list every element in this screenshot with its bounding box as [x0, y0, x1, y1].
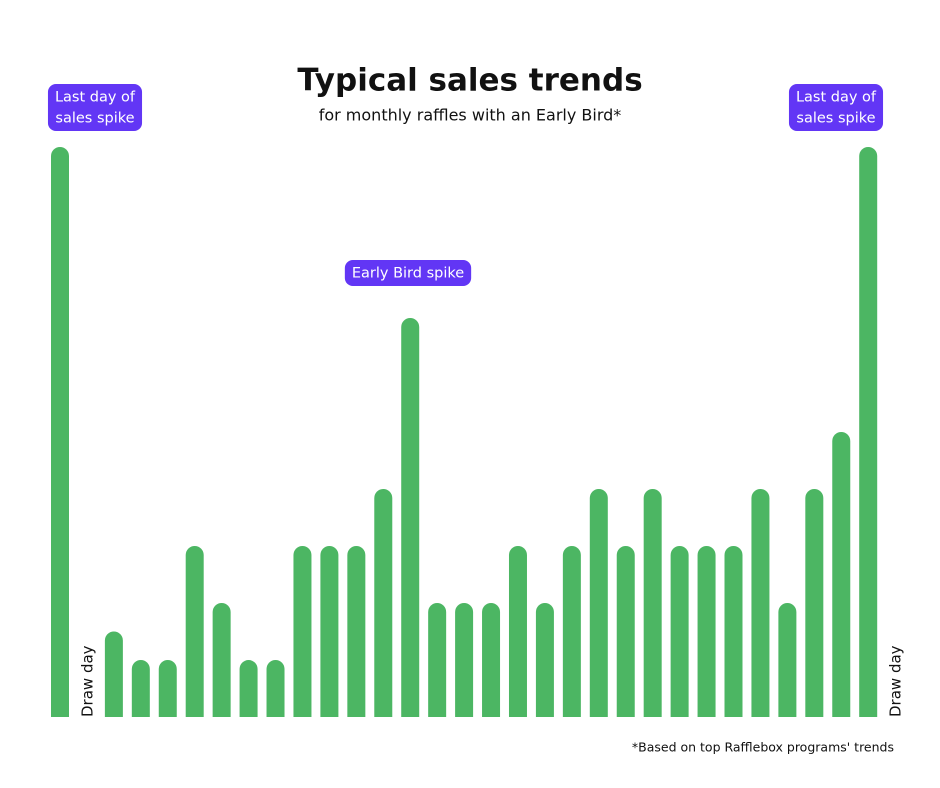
bar	[589, 489, 608, 717]
bar	[51, 147, 69, 717]
annotation-text: sales spike	[55, 111, 134, 127]
bar	[239, 660, 258, 717]
bar	[185, 546, 204, 717]
bar	[697, 546, 716, 717]
bar	[724, 546, 743, 717]
bar	[347, 546, 366, 717]
bar	[535, 603, 554, 717]
bar	[293, 546, 312, 717]
bar	[428, 603, 447, 717]
chart-subtitle: for monthly raffles with an Early Bird*	[319, 106, 622, 125]
bar	[104, 631, 123, 717]
bar	[616, 546, 635, 717]
annotation-box	[344, 260, 472, 286]
annotation-text: sales spike	[796, 111, 875, 127]
annotation-box	[47, 84, 143, 131]
bar	[266, 660, 285, 717]
x-tick-label: Draw day	[887, 645, 905, 717]
bar	[374, 489, 393, 717]
x-tick-label: Draw day	[78, 645, 96, 717]
bar	[643, 489, 662, 717]
bar	[131, 660, 150, 717]
annotation-box	[788, 84, 884, 131]
bar	[320, 546, 339, 717]
bar	[482, 603, 501, 717]
annotation-text: Last day of	[55, 90, 136, 106]
annotation-text: Last day of	[796, 90, 877, 106]
bar	[401, 318, 420, 717]
bar	[562, 546, 581, 717]
bar	[508, 546, 527, 717]
bar	[751, 489, 770, 717]
chart-title: Typical sales trends	[297, 63, 642, 99]
bar	[670, 546, 689, 717]
bar	[158, 660, 177, 717]
annotation-text: Early Bird spike	[352, 266, 464, 282]
bar	[455, 603, 474, 717]
bar	[859, 147, 878, 717]
bar	[832, 432, 851, 717]
bar	[805, 489, 824, 717]
footnote: *Based on top Rafflebox programs' trends	[632, 740, 894, 755]
bar	[212, 603, 231, 717]
bar	[778, 603, 797, 717]
